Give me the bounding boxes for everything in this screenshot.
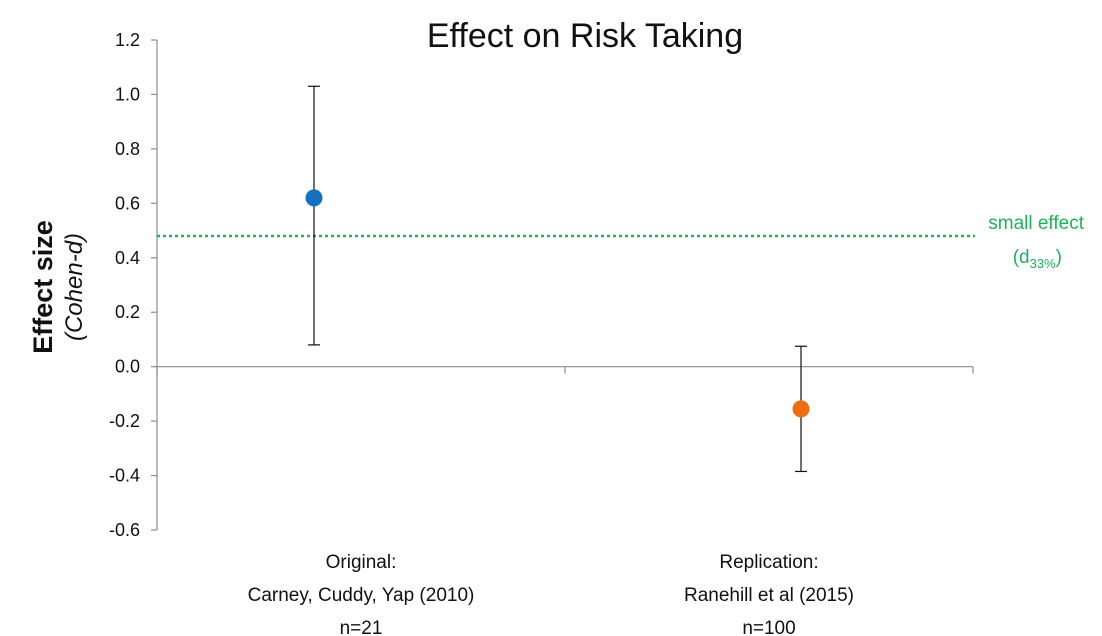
y-tick-label: -0.2 xyxy=(109,411,140,431)
reference-line-label: small effect (d33%) xyxy=(988,213,1084,271)
y-tick-label: 1.2 xyxy=(115,30,140,50)
reference-line-label-text: small effect xyxy=(988,213,1084,234)
y-tick-label: 0.4 xyxy=(115,248,140,268)
y-tick-label: -0.6 xyxy=(109,520,140,540)
y-tick-label: 0.2 xyxy=(115,302,140,322)
y-axis-subtitle: (Cohen-d) xyxy=(61,233,88,341)
reference-line-label-symbol: (d33%) xyxy=(1013,247,1062,271)
category-label-line: Carney, Cuddy, Yap (2010) xyxy=(248,585,475,606)
category-label-line: n=21 xyxy=(340,618,383,636)
data-point xyxy=(792,400,810,418)
y-axis-label: Effect size (Cohen-d) xyxy=(28,220,88,354)
category-label: Replication: Ranehill et al (2015) n=100 xyxy=(684,552,854,636)
ref-label2-base: (d xyxy=(1013,247,1030,268)
y-tick-label: 1.0 xyxy=(115,84,140,104)
category-label-line: Ranehill et al (2015) xyxy=(684,585,854,606)
category-label: Original: Carney, Cuddy, Yap (2010) n=21 xyxy=(248,552,475,636)
axes: -0.6 -0.4 -0.2 0.0 0.2 0.4 0.6 0.8 1.0 1.2 Origina… xyxy=(109,30,974,636)
y-tick-label: -0.4 xyxy=(109,466,140,486)
y-tick-label: 0.8 xyxy=(115,139,140,159)
category-label-line: Replication: xyxy=(719,552,818,573)
y-axis-title: Effect size xyxy=(28,220,58,354)
category-label-line: Original: xyxy=(326,552,397,573)
y-tick-label: 0.0 xyxy=(115,357,140,377)
category-label-line: n=100 xyxy=(742,618,795,636)
data-marks xyxy=(305,85,810,473)
ref-label2-sub: 33% xyxy=(1030,256,1056,271)
y-tick-label: 0.6 xyxy=(115,193,140,213)
data-point xyxy=(305,189,323,207)
chart-title: Effect on Risk Taking xyxy=(427,17,743,55)
ref-label2-end: ) xyxy=(1056,247,1062,268)
